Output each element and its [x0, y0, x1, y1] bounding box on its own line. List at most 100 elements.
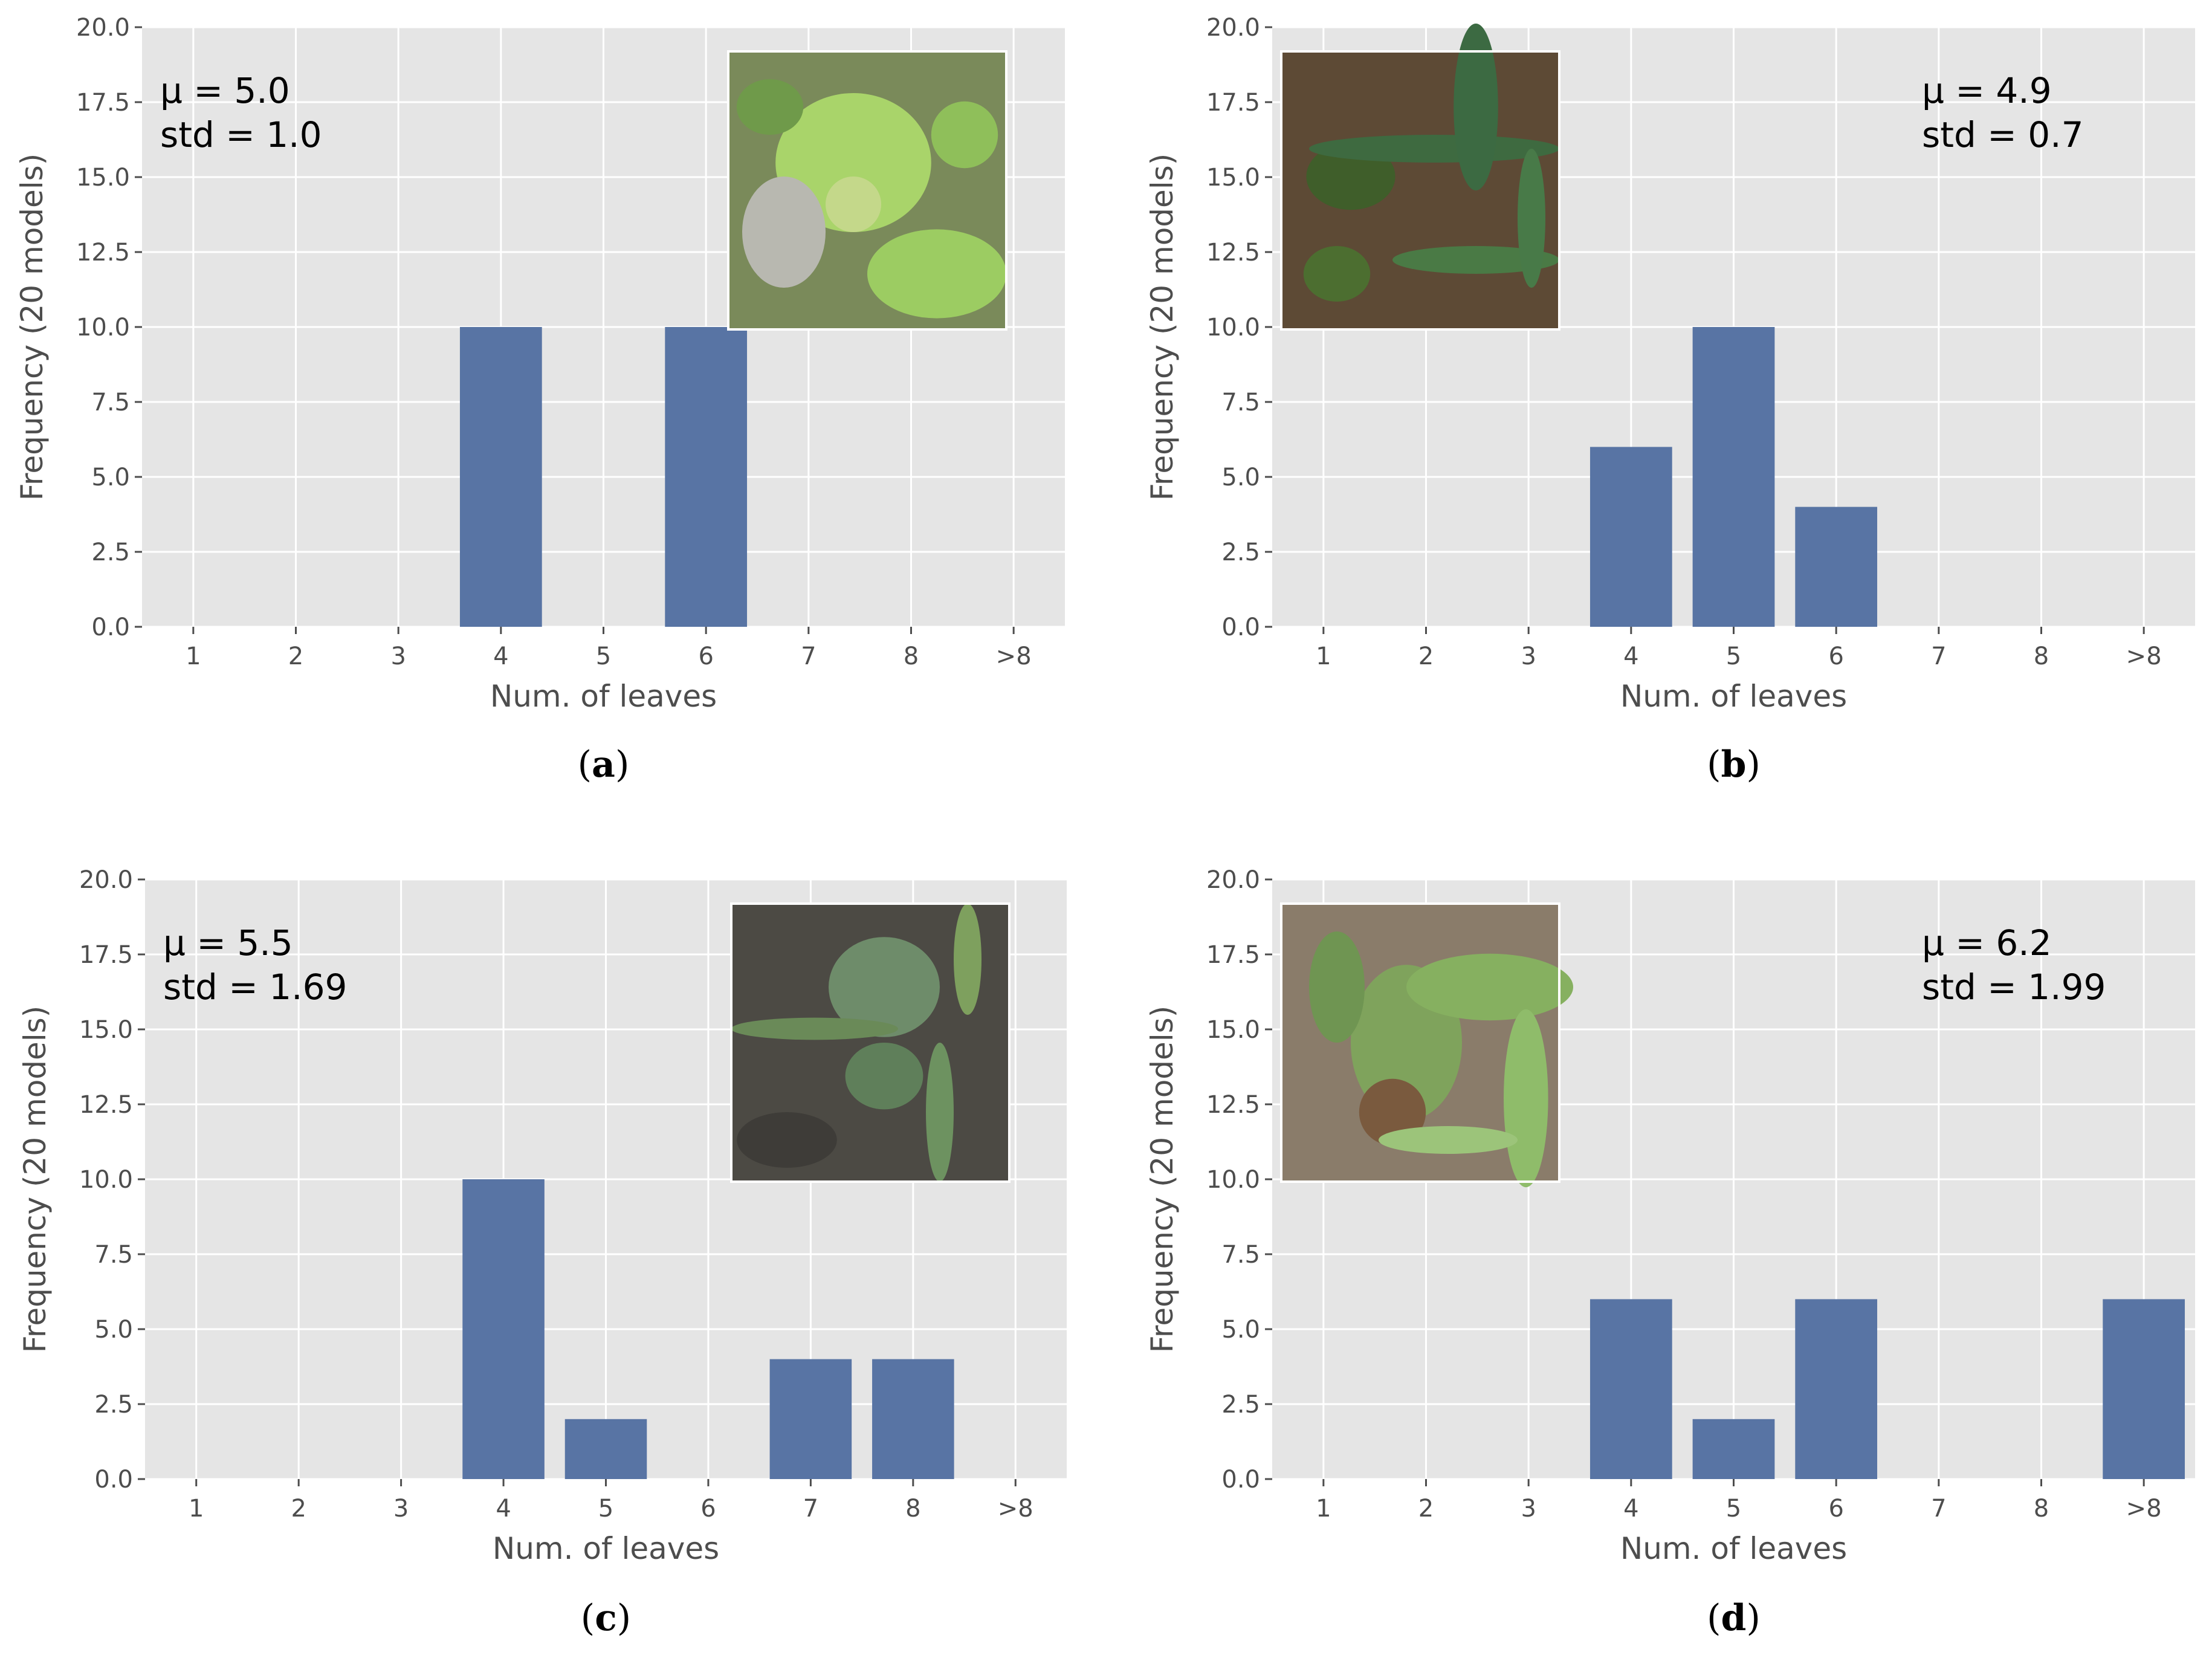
- stat-mean: μ = 5.0: [160, 70, 290, 111]
- x-tick-label: 7: [1931, 1495, 1946, 1523]
- y-tick-label: 10.0: [1206, 1166, 1260, 1194]
- inset-photo-leaf: [1504, 1009, 1548, 1188]
- bar: [2103, 1299, 2185, 1479]
- panel-caption-letter: d: [1721, 1597, 1747, 1639]
- x-tick-label: 5: [1726, 1495, 1741, 1523]
- bar: [665, 327, 748, 627]
- y-tick-label: 5.0: [94, 1316, 133, 1344]
- inset-photo-leaf: [742, 176, 826, 288]
- y-tick-label: 15.0: [76, 164, 130, 192]
- stat-mean: μ = 4.9: [1922, 70, 2052, 111]
- inset-photo-leaf: [926, 1043, 954, 1182]
- inset-photo-border: [727, 50, 1007, 331]
- inset-photo-leaf: [829, 937, 940, 1037]
- bar: [769, 1359, 852, 1479]
- x-tick-label: >8: [996, 643, 1032, 670]
- y-axis-label: Frequency (20 models): [18, 1006, 53, 1353]
- x-tick-label: >8: [2126, 643, 2162, 670]
- y-tick-label: 15.0: [1206, 164, 1260, 192]
- x-tick-label: 3: [1521, 1495, 1536, 1523]
- x-tick-label: 5: [596, 643, 611, 670]
- inset-photo-leaf: [845, 1043, 923, 1110]
- y-tick-label: 10.0: [76, 314, 130, 342]
- inset-photo-leaf: [1303, 246, 1371, 302]
- x-tick-label: 6: [1828, 643, 1843, 670]
- x-tick-label: 7: [803, 1495, 818, 1523]
- x-tick-label: 3: [1521, 643, 1536, 670]
- y-tick-label: 7.5: [1221, 1241, 1260, 1269]
- inset-photo-leaf: [931, 101, 998, 169]
- inset-photo: [1280, 902, 1573, 1188]
- x-tick-label: 7: [1931, 643, 1946, 670]
- inset-photo-leaf: [954, 904, 981, 1015]
- y-tick-label: 0.0: [1221, 1466, 1260, 1494]
- y-tick-label: 2.5: [1221, 539, 1260, 566]
- bar: [462, 1179, 545, 1479]
- y-tick-label: 15.0: [1206, 1016, 1260, 1044]
- y-tick-label: 0.0: [94, 1466, 133, 1494]
- x-tick-label: 2: [288, 643, 303, 670]
- y-tick-label: 20.0: [1206, 866, 1260, 894]
- stat-std: std = 1.69: [163, 966, 347, 1008]
- y-tick-label: 2.5: [94, 1391, 133, 1419]
- x-axis-label: Num. of leaves: [1620, 1531, 1847, 1566]
- y-tick-label: 5.0: [91, 464, 130, 491]
- y-tick-label: 2.5: [1221, 1391, 1260, 1419]
- bar: [1795, 1299, 1878, 1479]
- inset-photo-leaf: [731, 1017, 898, 1040]
- chart-panel-b: 0.0 2.5 5.0 7.5 10.0 12.5 15.0 17.5 20.0 1 2 3 4 5 6 7 8…: [1145, 14, 2195, 786]
- chart-panel-a: 0.0 2.5 5.0 7.5 10.0 12.5 15.0 17.5 20.0 1 2 3 4 5 6 7 8…: [15, 14, 1065, 786]
- inset-photo-leaf: [1406, 953, 1573, 1021]
- y-tick-label: 17.5: [1206, 941, 1260, 969]
- bar: [1795, 507, 1878, 627]
- inset-photo: [730, 902, 1011, 1183]
- x-axis-label: Num. of leaves: [493, 1531, 719, 1566]
- x-tick-label: 1: [1316, 1495, 1331, 1523]
- inset-photo-leaf: [826, 176, 881, 232]
- inset-photo-leaf: [1518, 149, 1545, 288]
- x-tick-label: 4: [1623, 643, 1638, 670]
- panel-caption-letter: a: [592, 743, 615, 786]
- inset-photo-border: [730, 902, 1011, 1183]
- panel-caption: (b): [1707, 743, 1761, 786]
- x-axis-label: Num. of leaves: [1620, 679, 1847, 714]
- x-tick-label: 5: [1726, 643, 1741, 670]
- y-axis-label: Frequency (20 models): [1145, 154, 1180, 500]
- y-tick-label: 7.5: [94, 1241, 133, 1269]
- x-tick-label: >8: [2126, 1495, 2162, 1523]
- panel-caption-letter: b: [1721, 743, 1747, 786]
- y-tick-label: 0.0: [91, 614, 130, 641]
- x-tick-label: 4: [496, 1495, 511, 1523]
- inset-photo-leaf: [867, 229, 1006, 319]
- x-tick-label: >8: [998, 1495, 1033, 1523]
- inset-photo-leaf: [737, 1112, 837, 1168]
- y-axis-label: Frequency (20 models): [15, 154, 50, 500]
- bar: [459, 327, 542, 627]
- y-axis-label: Frequency (20 models): [1145, 1006, 1180, 1353]
- inset-photo-leaf: [1379, 1126, 1518, 1154]
- y-tick-label: 12.5: [79, 1091, 133, 1119]
- inset-photo: [1280, 24, 1560, 331]
- x-tick-label: 6: [700, 1495, 716, 1523]
- bar: [1692, 1419, 1775, 1479]
- bar: [872, 1359, 954, 1479]
- x-tick-label: 7: [801, 643, 816, 670]
- y-tick-label: 17.5: [76, 89, 130, 117]
- bar: [1589, 1299, 1672, 1479]
- y-tick-label: 0.0: [1221, 614, 1260, 641]
- y-tick-label: 7.5: [91, 389, 130, 416]
- x-tick-label: 1: [186, 643, 201, 670]
- y-tick-label: 15.0: [79, 1016, 133, 1044]
- stat-std: std = 0.7: [1922, 114, 2084, 155]
- x-tick-label: 2: [1418, 643, 1434, 670]
- y-tick-label: 2.5: [91, 539, 130, 566]
- x-tick-label: 3: [393, 1495, 409, 1523]
- y-tick-label: 17.5: [79, 941, 133, 969]
- y-tick-label: 5.0: [1221, 1316, 1260, 1344]
- inset-photo-leaf: [1454, 24, 1498, 190]
- panel-caption: (d): [1707, 1597, 1761, 1639]
- inset-photo-leaf: [1309, 135, 1559, 163]
- y-tick-label: 20.0: [79, 866, 133, 894]
- x-tick-label: 3: [390, 643, 406, 670]
